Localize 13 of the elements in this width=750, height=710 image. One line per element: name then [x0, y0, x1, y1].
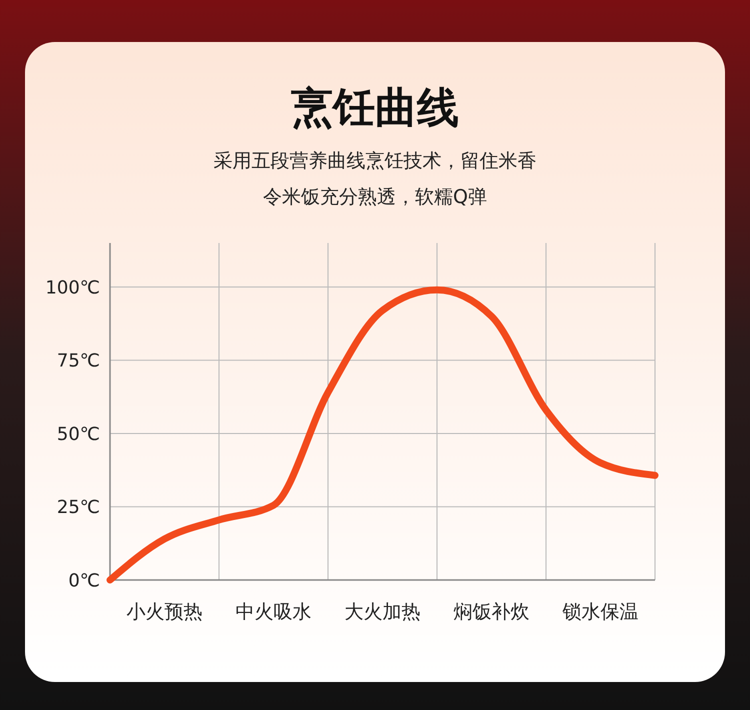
x-tick-label: 中火吸水	[236, 601, 312, 623]
text: 令米饭充分熟透，软糯Q弹	[263, 186, 487, 208]
chart-subtitle: 采用五段营养曲线烹饪技术，留住米香	[214, 150, 536, 172]
x-tick-label: 锁水保温	[562, 601, 638, 623]
x-tick-label: 焖饭补炊	[454, 601, 530, 623]
y-tick-label: 50℃	[56, 424, 100, 445]
x-tick-label: 小火预热	[126, 601, 202, 623]
x-tick-label: 大火加热	[344, 601, 420, 623]
chart-title: 烹饪曲线	[291, 83, 459, 132]
y-tick-label: 0℃	[68, 570, 100, 592]
y-tick-label: 100℃	[45, 277, 100, 298]
y-tick-label: 75℃	[56, 350, 100, 372]
y-tick-label: 25℃	[56, 497, 100, 518]
